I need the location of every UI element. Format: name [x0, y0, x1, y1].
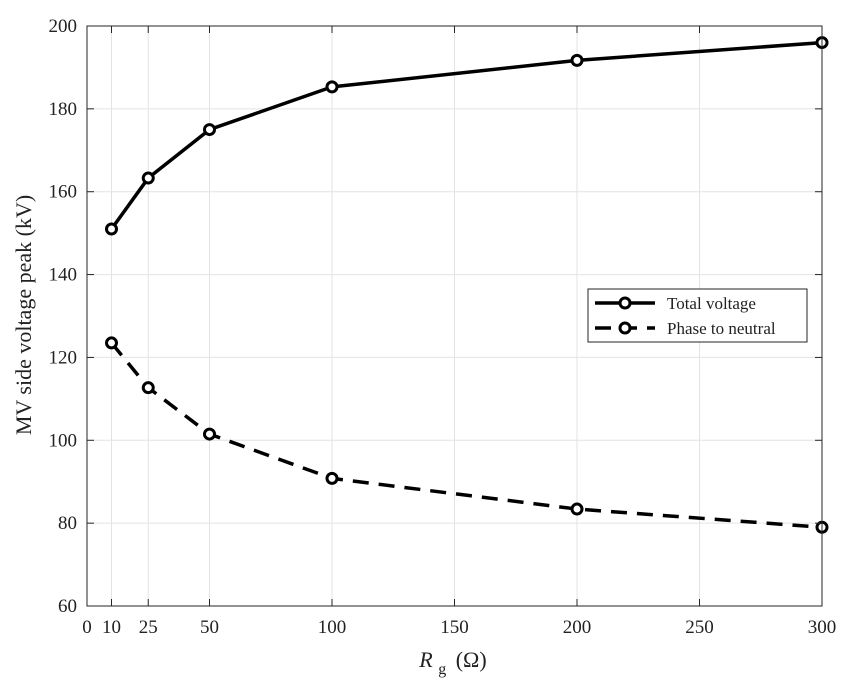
data-point-total-voltage	[105, 222, 118, 236]
series-line-phase-to-neutral	[110, 341, 823, 530]
legend-marker-total-voltage	[618, 296, 632, 310]
data-point-phase-to-neutral	[325, 471, 339, 485]
legend-label-total-voltage: Total voltage	[667, 294, 756, 313]
data-point-total-voltage	[203, 123, 216, 137]
x-axis-label-symbol: R	[418, 647, 433, 672]
axis-ticks	[86, 25, 823, 607]
y-axis-label: MV side voltage peak (kV)	[11, 195, 36, 435]
y-tick-label: 60	[58, 596, 77, 617]
x-tick-label: 50	[200, 617, 219, 638]
data-point-total-voltage	[325, 80, 339, 94]
x-tick-label: 0	[82, 617, 92, 638]
y-tick-label: 120	[49, 347, 78, 368]
data-point-total-voltage	[570, 53, 584, 67]
x-tick-label: 300	[808, 617, 837, 638]
x-axis-label-subscript: g	[438, 661, 446, 678]
y-tick-label: 200	[49, 16, 78, 37]
x-tick-label: 150	[440, 617, 469, 638]
x-tick-label: 10	[102, 617, 121, 638]
data-point-phase-to-neutral	[203, 427, 216, 441]
data-point-phase-to-neutral	[105, 336, 118, 350]
series-layer	[105, 36, 829, 534]
y-tick-label: 160	[49, 182, 78, 203]
legend-marker-phase-to-neutral	[618, 321, 632, 335]
x-axis-label-unit: (Ω)	[456, 647, 487, 672]
tick-labels: 0 10 25 50 100 150 200 250 300 60 80 100 120 140 160 18…	[49, 16, 837, 638]
y-tick-label: 100	[49, 430, 78, 451]
x-tick-label: 250	[685, 617, 714, 638]
x-tick-label: 100	[318, 617, 347, 638]
x-tick-label: 25	[139, 617, 158, 638]
y-tick-label: 180	[49, 99, 78, 120]
y-tick-label: 140	[49, 265, 78, 286]
legend: Total voltage Phase to neutral	[587, 288, 808, 343]
x-tick-label: 200	[563, 617, 592, 638]
legend-label-phase-to-neutral: Phase to neutral	[667, 319, 776, 338]
data-point-phase-to-neutral	[570, 502, 584, 516]
data-point-phase-to-neutral	[141, 381, 155, 395]
x-axis-label: R g (Ω)	[418, 647, 486, 679]
series-line-total-voltage	[110, 40, 823, 231]
data-point-total-voltage	[141, 171, 155, 185]
y-tick-label: 80	[58, 513, 77, 534]
